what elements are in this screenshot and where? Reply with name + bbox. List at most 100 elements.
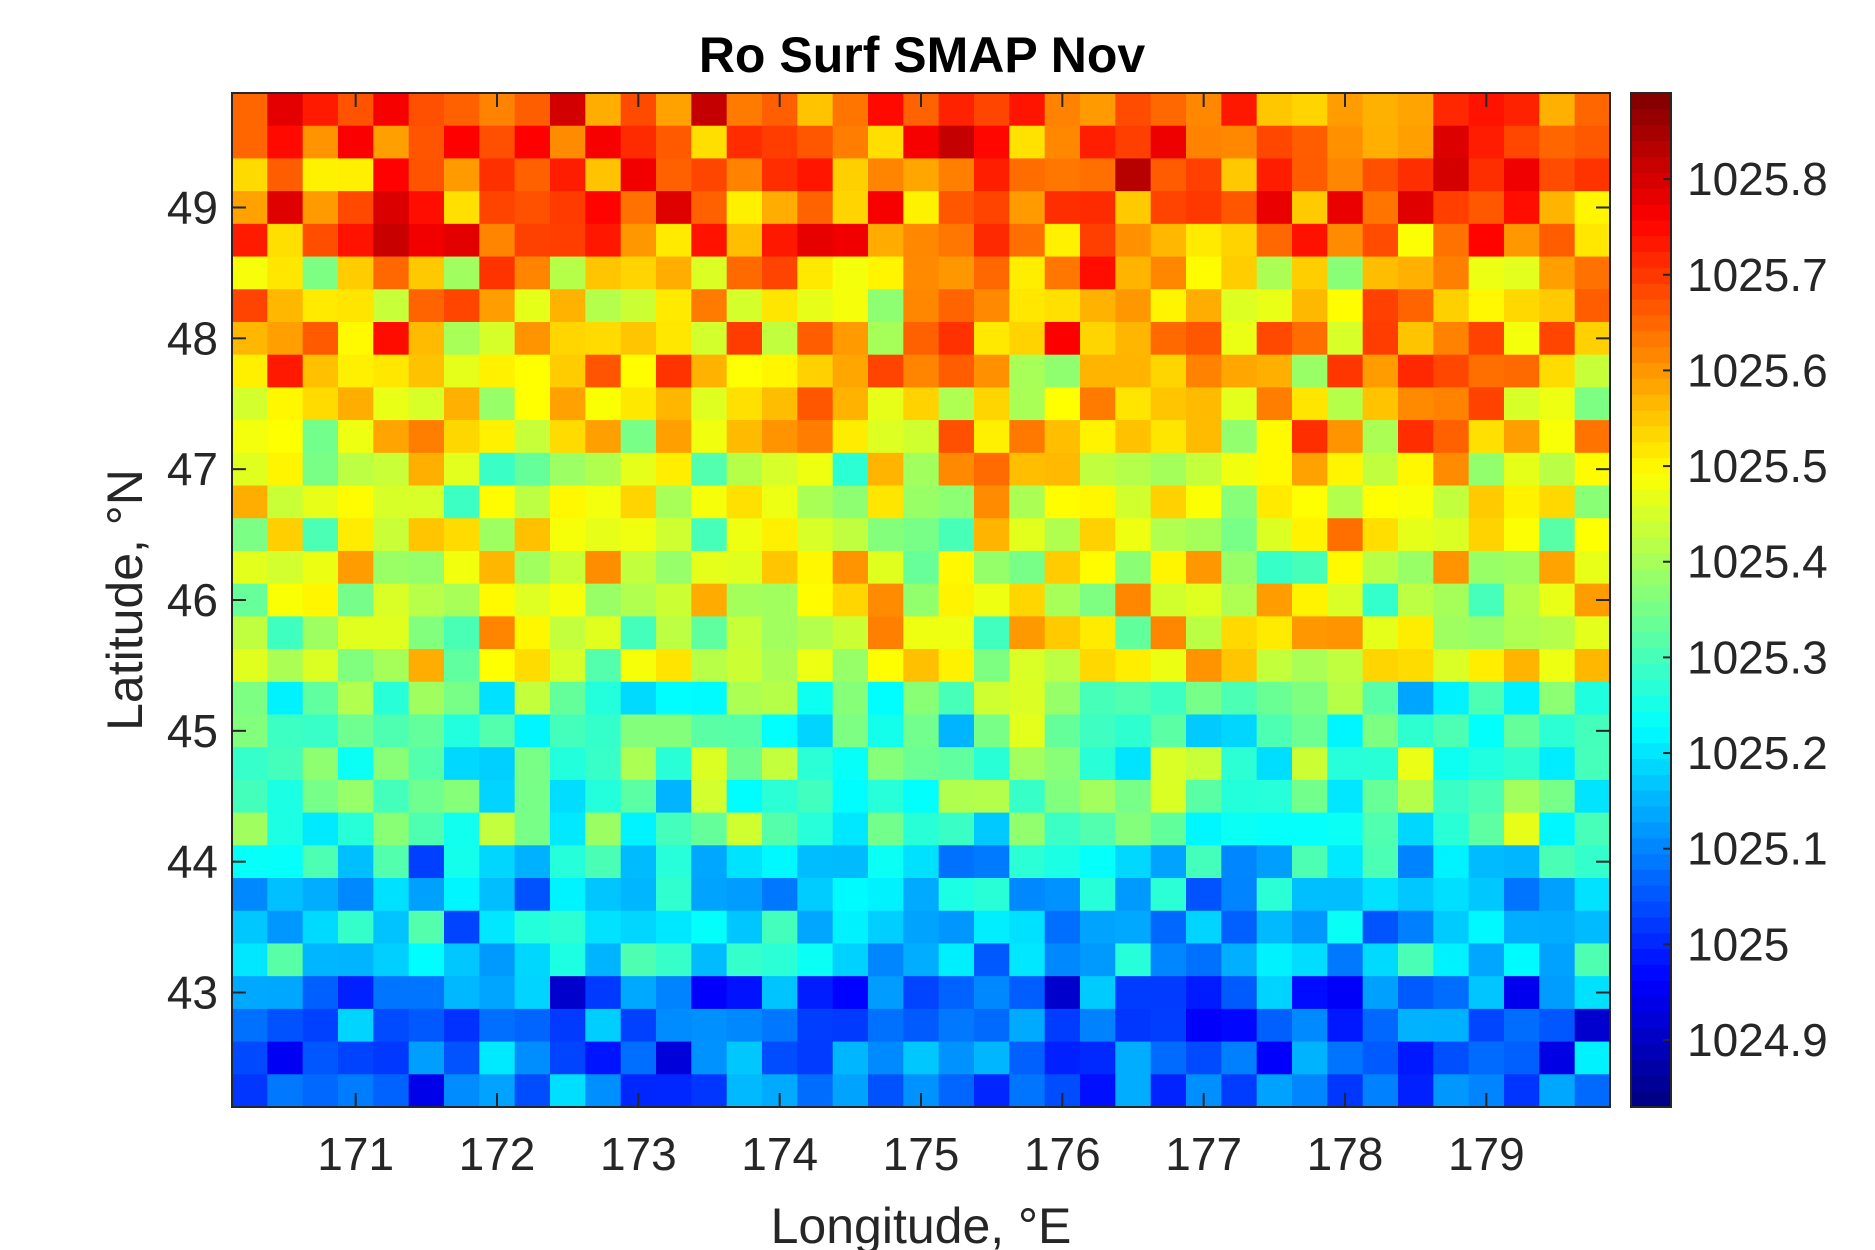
heatmap-cell <box>444 223 480 258</box>
heatmap-cell <box>903 1008 940 1043</box>
heatmap-cell <box>1362 1008 1399 1043</box>
heatmap-cell <box>726 616 763 650</box>
heatmap-cell <box>1221 1008 1258 1043</box>
heatmap-cell <box>726 976 763 1010</box>
heatmap-cell <box>868 681 904 716</box>
heatmap-cell <box>1080 158 1116 192</box>
heatmap-cell <box>338 354 374 388</box>
heatmap-cell <box>1009 812 1046 846</box>
heatmap-cell <box>408 354 445 388</box>
heatmap-cell <box>1080 779 1116 814</box>
heatmap-cell <box>550 452 586 487</box>
heatmap-cell <box>373 485 410 519</box>
heatmap-cell <box>1327 158 1364 192</box>
heatmap-cell <box>267 93 304 127</box>
heatmap-cell <box>1009 93 1046 127</box>
heatmap-cell <box>1292 845 1328 879</box>
heatmap-cell <box>1256 550 1293 585</box>
heatmap-cell <box>1186 943 1222 977</box>
heatmap-cell <box>444 812 480 846</box>
colorbar-swatch <box>1631 330 1671 348</box>
heatmap-cell <box>1256 93 1293 127</box>
heatmap-cell <box>832 878 869 912</box>
heatmap-cell <box>1433 518 1470 552</box>
heatmap-cell <box>903 1041 940 1075</box>
heatmap-cell <box>550 943 586 977</box>
heatmap-cell <box>1080 976 1116 1010</box>
heatmap-cell <box>1080 93 1116 127</box>
heatmap-cell <box>656 191 692 225</box>
heatmap-cell <box>1221 779 1258 814</box>
colorbar-swatch <box>1631 1091 1671 1108</box>
heatmap-cell <box>373 550 410 585</box>
heatmap-cell <box>479 943 516 977</box>
heatmap-cell <box>408 289 445 323</box>
heatmap-cell <box>974 518 1010 552</box>
heatmap-cell <box>338 387 374 421</box>
colorbar-swatch <box>1631 774 1671 791</box>
heatmap-cell <box>1292 223 1328 258</box>
heatmap-cell <box>408 910 445 945</box>
heatmap-cell <box>903 452 940 487</box>
heatmap-cell <box>232 550 268 585</box>
heatmap-cell <box>1539 845 1576 879</box>
heatmap-cell <box>797 845 834 879</box>
heatmap-cell <box>1256 223 1293 258</box>
heatmap-cell <box>656 845 692 879</box>
y-tick-label: 44 <box>167 836 218 888</box>
heatmap-cell <box>1009 583 1046 617</box>
heatmap-cell <box>938 779 975 814</box>
heatmap-cell <box>479 681 516 716</box>
heatmap-cell <box>1327 910 1364 945</box>
heatmap-cell <box>1574 550 1611 585</box>
heatmap-cell <box>550 158 586 192</box>
heatmap-cell <box>1115 649 1152 683</box>
heatmap-cell <box>868 1041 904 1075</box>
heatmap-cell <box>444 1074 480 1108</box>
heatmap-cell <box>585 1041 622 1075</box>
heatmap-cell <box>832 845 869 879</box>
heatmap-cell <box>938 125 975 160</box>
heatmap-cell <box>1398 845 1434 879</box>
heatmap-cell <box>1115 289 1152 323</box>
heatmap-cell <box>1009 387 1046 421</box>
heatmap-cell <box>903 125 940 160</box>
heatmap-cell <box>408 779 445 814</box>
heatmap-cell <box>1150 321 1187 356</box>
heatmap-cell <box>938 420 975 454</box>
heatmap-cell <box>620 976 657 1010</box>
heatmap-cell <box>1468 583 1505 617</box>
heatmap-cell <box>585 845 622 879</box>
heatmap-cell <box>1080 550 1116 585</box>
heatmap-cell <box>797 125 834 160</box>
heatmap-cell <box>373 289 410 323</box>
heatmap-cell <box>656 583 692 617</box>
x-tick-label: 171 <box>317 1128 394 1180</box>
heatmap-cell <box>1504 518 1540 552</box>
heatmap-cell <box>1115 1074 1152 1108</box>
heatmap-cell <box>726 158 763 192</box>
heatmap-cell <box>903 779 940 814</box>
heatmap-cell <box>797 714 834 748</box>
heatmap-cell <box>1327 747 1364 781</box>
heatmap-cell <box>1468 681 1505 716</box>
heatmap-cell <box>1150 550 1187 585</box>
heatmap-cell <box>338 191 374 225</box>
heatmap-cell <box>868 550 904 585</box>
heatmap-cell <box>1221 910 1258 945</box>
heatmap-cell <box>1327 452 1364 487</box>
heatmap-cell <box>514 354 551 388</box>
heatmap-cell <box>726 93 763 127</box>
heatmap-cell <box>1115 321 1152 356</box>
heatmap-cell <box>1504 747 1540 781</box>
heatmap-cell <box>726 354 763 388</box>
heatmap-cell <box>1080 354 1116 388</box>
heatmap-cell <box>1009 714 1046 748</box>
heatmap-cell <box>1256 354 1293 388</box>
heatmap-cell <box>726 779 763 814</box>
heatmap-cell <box>408 158 445 192</box>
heatmap-cell <box>1362 354 1399 388</box>
heatmap-cell <box>797 256 834 290</box>
heatmap-cell <box>338 321 374 356</box>
heatmap-cell <box>1221 321 1258 356</box>
